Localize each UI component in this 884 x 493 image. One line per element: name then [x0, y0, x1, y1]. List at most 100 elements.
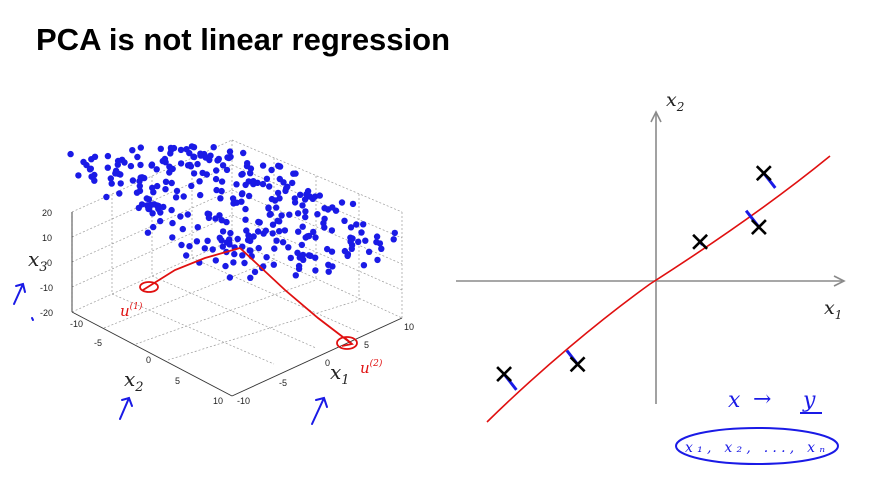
scatter-point	[324, 245, 331, 253]
scatter-point	[196, 178, 203, 185]
scatter-point	[177, 146, 185, 154]
scatter-point	[294, 249, 301, 256]
scatter-point	[262, 227, 269, 234]
scatter-point	[271, 245, 278, 252]
scatter-point	[341, 247, 349, 255]
scatter-point	[117, 171, 124, 178]
scatter-point	[269, 230, 276, 237]
scatter-point	[304, 233, 311, 240]
scatter-point	[243, 227, 250, 234]
x2-axis-arrow-icon	[650, 110, 662, 123]
x2-tick-labels: -10 -5 0 5 10	[70, 319, 223, 406]
scatter-point	[273, 237, 280, 244]
x1-tick: 10	[404, 322, 414, 332]
scatter-point	[274, 217, 281, 224]
scatter-point	[129, 147, 136, 154]
scatter-point	[276, 163, 283, 170]
scatter-point	[270, 261, 277, 268]
principal-component-line	[486, 155, 831, 423]
scatter-point	[373, 233, 381, 240]
scatter-point	[285, 244, 292, 251]
handwritten-arrows	[13, 282, 328, 425]
scatter-point	[259, 180, 267, 188]
scatter-point	[347, 224, 355, 231]
scatter-point	[263, 175, 271, 182]
scatter-point	[179, 225, 186, 233]
scatter-point	[67, 150, 74, 158]
scatter-point	[116, 190, 123, 197]
scatter-point	[292, 272, 299, 279]
scatter-point	[233, 199, 240, 206]
scatter-point	[204, 237, 211, 244]
scatter-point	[114, 161, 122, 168]
scatter-point	[104, 152, 112, 160]
slide-title: PCA is not linear regression	[36, 22, 451, 57]
u1-vector-line	[142, 247, 241, 291]
scatter-point	[376, 240, 384, 247]
scatter-point	[186, 243, 193, 250]
scatter-point	[127, 162, 135, 170]
scatter-point	[177, 213, 184, 220]
scatter-point	[287, 254, 294, 262]
scatter-point	[117, 180, 124, 187]
scatter-point	[269, 221, 277, 228]
scatter-point	[259, 162, 267, 169]
scatter-point	[353, 221, 360, 228]
principal-vectors	[139, 247, 358, 350]
scatter-point	[157, 145, 164, 152]
scatter-point	[344, 252, 351, 260]
x1-arrow-icon	[311, 396, 328, 425]
scatter-point	[197, 191, 204, 199]
scatter-point	[266, 183, 273, 190]
scatter-point	[222, 262, 229, 270]
scatter-point	[201, 245, 208, 252]
x3-axis-label: x3	[28, 247, 48, 275]
x1-tick: 5	[364, 340, 369, 350]
z-tick: 20	[42, 208, 52, 218]
z-tick: 0	[47, 258, 52, 268]
scatter-point	[348, 245, 355, 252]
scatter-point	[219, 228, 227, 235]
scatter-point	[186, 149, 193, 157]
scatter-point	[219, 243, 226, 250]
scatter-point	[187, 163, 195, 170]
scatter-points	[67, 143, 398, 281]
scatter-point	[135, 204, 142, 212]
scatter-point	[223, 218, 230, 226]
scatter-point	[229, 195, 237, 202]
scatter-point	[218, 237, 225, 244]
u2-vector-line	[239, 247, 353, 345]
scatter-point	[247, 247, 254, 254]
scatter-point	[321, 224, 328, 231]
scatter-point	[358, 229, 365, 236]
z-tick: -10	[40, 283, 53, 293]
scatter-point	[184, 211, 191, 218]
scatter-point	[145, 205, 153, 213]
scatter-point	[328, 227, 336, 234]
scatter-point	[188, 182, 195, 190]
scatter-point	[231, 250, 238, 258]
scatter-point	[360, 221, 367, 228]
scatter-point	[177, 160, 185, 167]
u1-circle	[139, 281, 159, 293]
data-point-cross	[692, 233, 709, 250]
scatter-point	[150, 189, 157, 196]
plot-3d: 20 10 0 -10 -20 -10 -5 0 5 10 -10 -5 0 5…	[13, 139, 414, 425]
plot-2d: x2 x1	[456, 89, 846, 423]
scatter-point	[148, 162, 155, 169]
scatter-point	[300, 256, 307, 263]
scatter-point	[268, 195, 276, 203]
features-list: x₁, x₂, ..., xₙ	[685, 440, 825, 456]
scatter-point	[289, 179, 296, 187]
scatter-point	[295, 265, 303, 272]
x1-tick-labels: -10 -5 0 5 10	[237, 322, 414, 406]
scatter-point	[279, 239, 287, 246]
axes-2d	[456, 110, 846, 404]
scatter-point	[360, 262, 368, 269]
scatter-point	[254, 228, 262, 235]
scatter-point	[212, 175, 220, 183]
scatter-point	[203, 171, 210, 178]
u1-annotation: u(1)	[120, 301, 143, 320]
scatter-point	[121, 159, 128, 166]
scatter-point	[136, 177, 143, 185]
